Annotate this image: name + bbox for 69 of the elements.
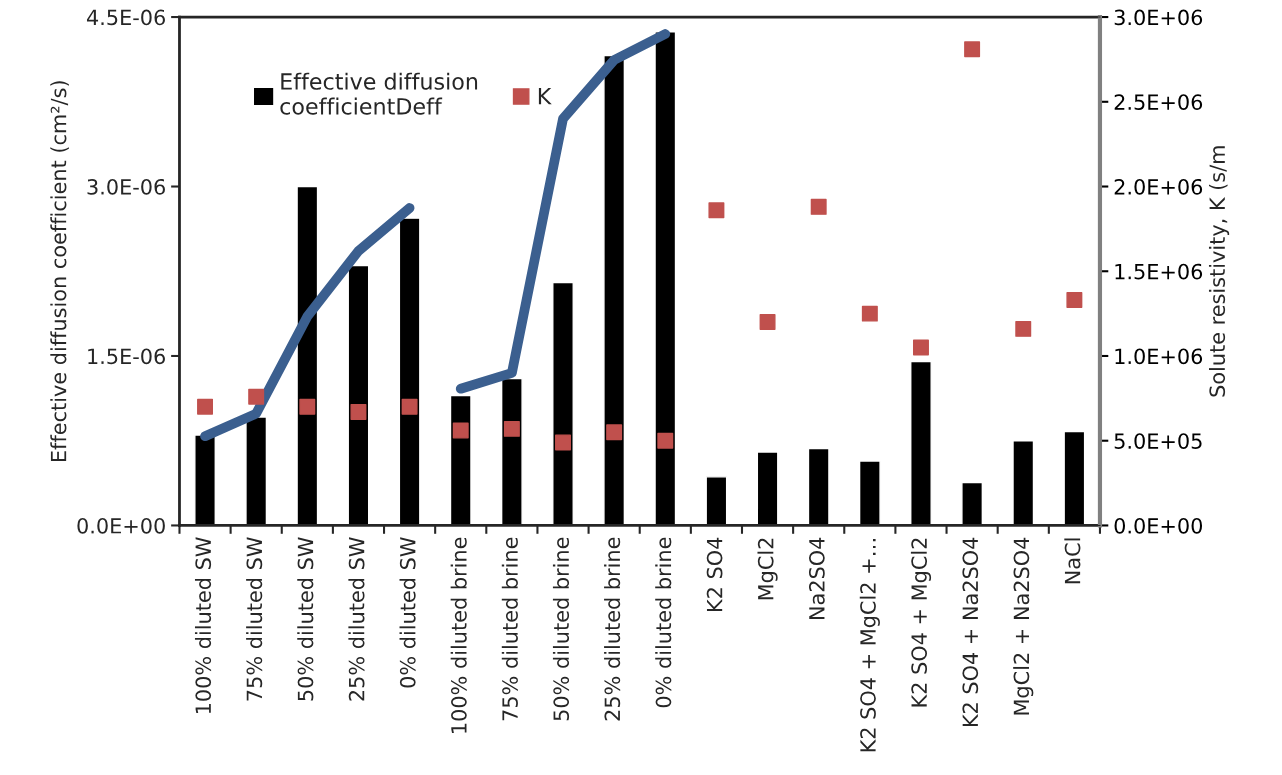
x-tick-label: 25% diluted SW (348, 537, 365, 701)
bar (194, 434, 216, 526)
x-tick-label: MgCl2 + Na2SO4 (1013, 537, 1034, 715)
y2-tick-label: 2.0E+06 (1114, 178, 1203, 195)
x-tick-label: 0% diluted brine (655, 537, 672, 708)
bar (807, 447, 830, 526)
bar (654, 31, 677, 526)
x-tick-label: 75% diluted brine (501, 537, 518, 721)
y2-tick-label: 3.0E+06 (1114, 9, 1203, 26)
bar (245, 416, 268, 526)
point (350, 403, 367, 420)
x-tick-label: 100% diluted SW (194, 537, 212, 714)
point (248, 388, 265, 405)
legend-label: K (538, 88, 552, 105)
y2-axis-title: Solute resistivity, K (s/m (1208, 146, 1230, 397)
y-tick-label: 3.0E-06 (87, 178, 165, 195)
bar (552, 281, 574, 526)
point (503, 420, 520, 437)
y-axis-title: Effective diffusion coefficient (cm²/s) (50, 81, 69, 462)
bar (500, 377, 523, 526)
x-tick-label: MgCl2 (757, 538, 778, 600)
y-tick-label: 4.5E-06 (86, 9, 165, 26)
point (759, 314, 776, 331)
point (810, 198, 827, 215)
x-tick-label: 100% diluted brine (450, 537, 467, 733)
point (1015, 320, 1032, 337)
point (606, 424, 623, 441)
x-tick-label: 75% diluted SW (246, 537, 263, 701)
bar (449, 394, 472, 526)
x-tick-label: 25% diluted brine (604, 537, 621, 721)
x-tick-label: 50% diluted brine (552, 537, 570, 721)
point (555, 434, 571, 451)
point (861, 305, 878, 322)
y2-tick-label: 1.5E+06 (1115, 263, 1203, 280)
bar (347, 264, 370, 526)
x-tick-label: 0% diluted SW (399, 537, 416, 688)
y-tick-label: 0.0E+00 (77, 517, 165, 534)
point (452, 422, 469, 439)
point (197, 398, 214, 415)
bar (1012, 440, 1035, 526)
x-tick-label: K2 SO4 + MgCl2 +… (859, 538, 880, 752)
x-tick-label: K2 SO4 (706, 537, 723, 611)
x-tick-label: 50% diluted SW (297, 537, 314, 701)
bar (961, 481, 984, 526)
bar (296, 185, 319, 526)
x-tick-label: K2 SO4 + Na2SO4 (962, 537, 979, 727)
y2-tick-label: 0.0E+00 (1114, 517, 1203, 534)
point (657, 432, 674, 449)
point (1066, 292, 1083, 309)
y2-tick-label: 2.5E+06 (1114, 94, 1203, 110)
x-tick-label: NaCl (1064, 538, 1081, 584)
bar (398, 217, 421, 526)
y2-tick-label: 5.0E+05 (1114, 433, 1202, 449)
point (912, 339, 929, 356)
bar (603, 54, 626, 526)
point (401, 398, 418, 415)
bar (756, 451, 779, 526)
bar (910, 360, 932, 526)
x-tick-label: Na2SO4 (808, 537, 825, 620)
point (964, 41, 981, 58)
y2-tick-label: 1.0E+06 (1115, 348, 1203, 365)
y-tick-label: 1.5E-06 (88, 348, 165, 365)
legend-label: Effective diffusion coefficientDeff (280, 72, 478, 115)
point (299, 398, 316, 415)
bar (705, 476, 728, 526)
bar (858, 460, 881, 526)
point (708, 202, 725, 219)
bar (1063, 430, 1086, 526)
x-tick-label: K2 SO4 + MgCl2 (910, 538, 932, 707)
